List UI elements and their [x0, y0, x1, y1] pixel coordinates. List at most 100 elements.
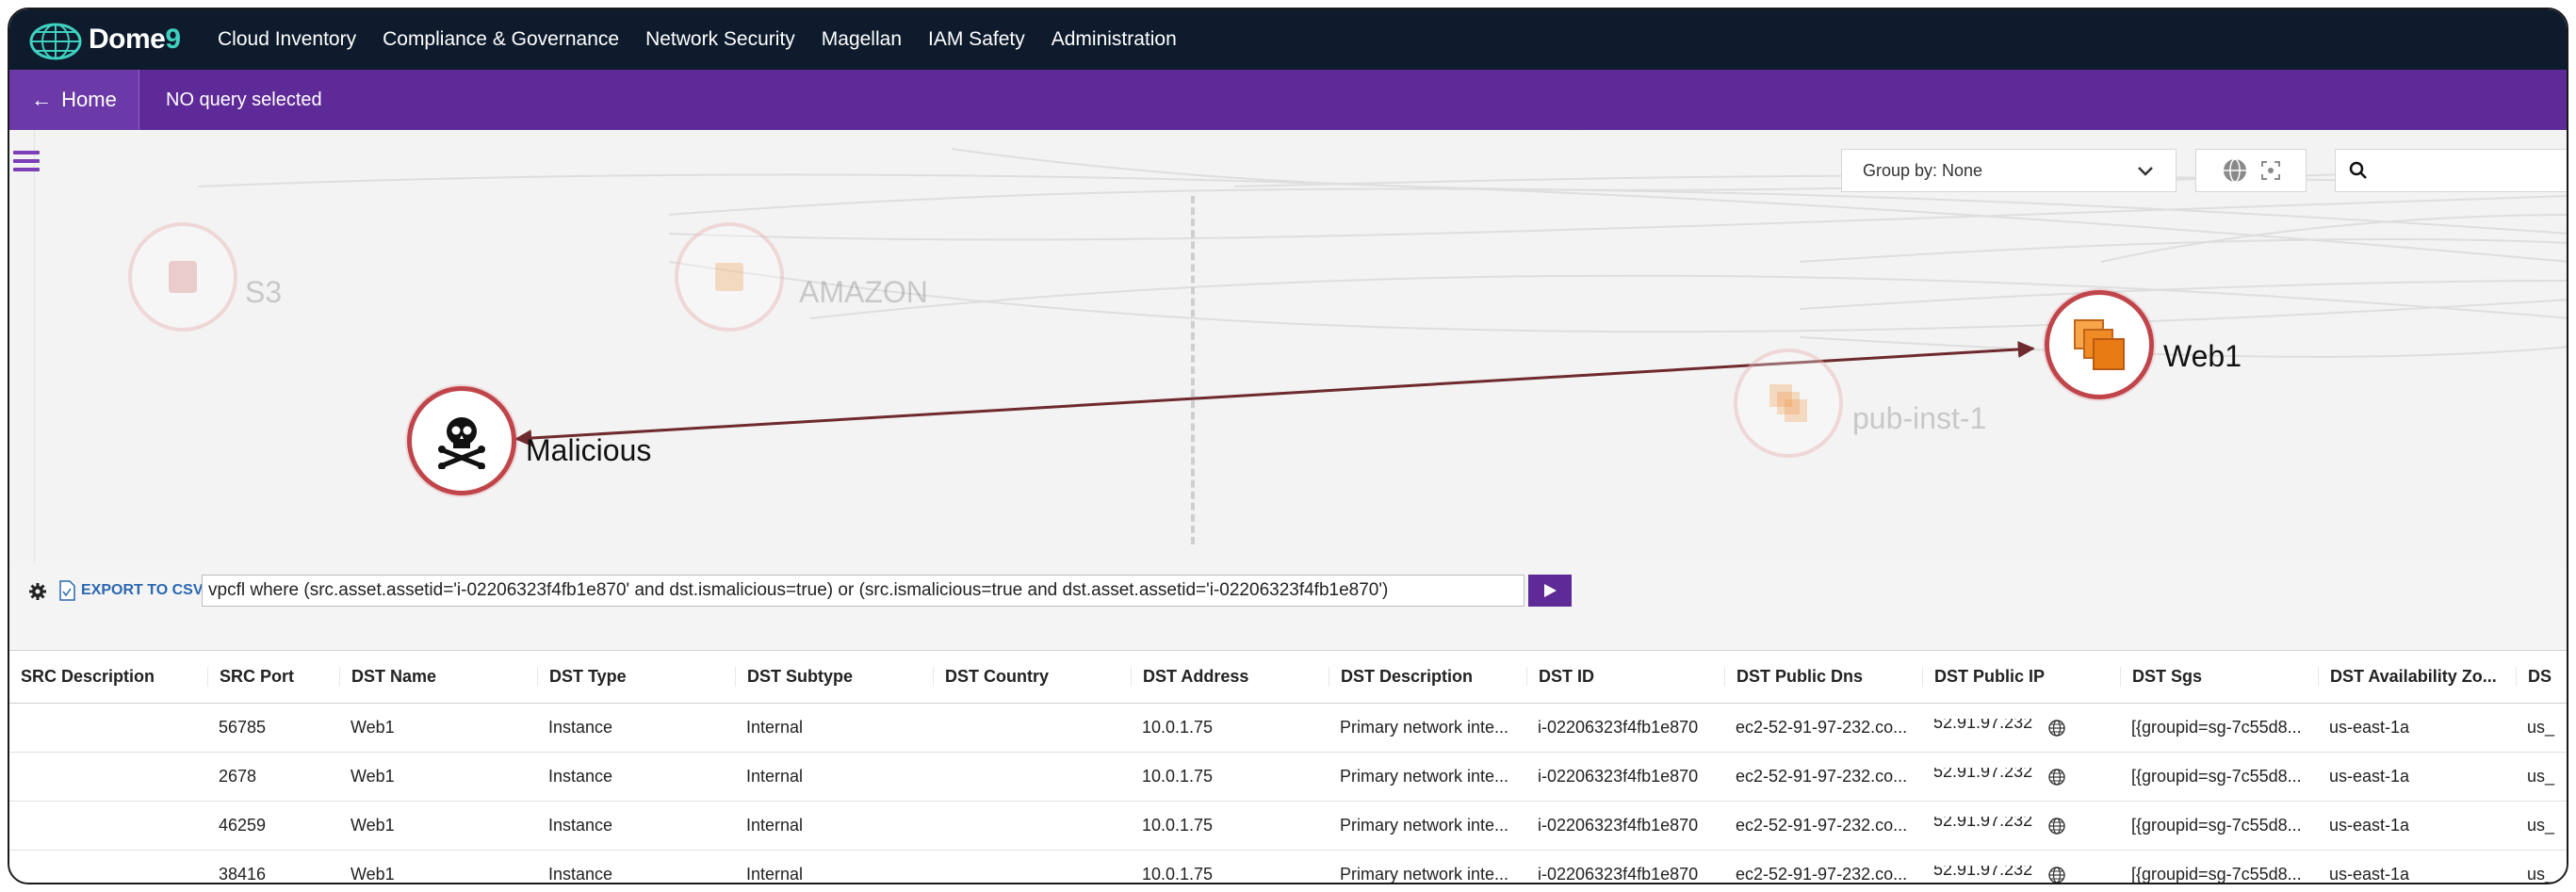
- search-icon: [2349, 161, 2367, 179]
- globe-icon[interactable]: [2047, 866, 2066, 884]
- table-header: SRC Description SRC Port DST Name DST Type D…: [9, 651, 2567, 704]
- table-cell: Web1: [351, 767, 395, 786]
- export-csv-button[interactable]: EXPORT TO CSV: [58, 580, 204, 601]
- table-cell: ec2-52-91-97-232.co...: [1736, 865, 1908, 884]
- zone-divider: [1191, 196, 1195, 544]
- table-cell: Internal: [746, 767, 804, 786]
- column-header[interactable]: DST Address: [1131, 667, 1329, 687]
- column-header[interactable]: DST Public Dns: [1724, 667, 1922, 687]
- nav-cloud-inventory[interactable]: Cloud Inventory: [218, 28, 357, 50]
- table-cell: [{groupid=sg-7c55d8...: [2131, 718, 2302, 737]
- globe-view-icon[interactable]: [2222, 157, 2248, 184]
- run-query-button[interactable]: [1528, 575, 1572, 607]
- group-by-select[interactable]: Group by: None: [1841, 149, 2177, 192]
- node-label: Malicious: [526, 433, 652, 467]
- gear-icon[interactable]: [28, 582, 47, 601]
- table-cell: Internal: [746, 865, 804, 884]
- column-header[interactable]: DST Sgs: [2120, 667, 2318, 687]
- table-cell: Primary network inte...: [1340, 718, 1509, 737]
- nav-network-security[interactable]: Network Security: [645, 28, 795, 50]
- graph-search: [2335, 149, 2567, 192]
- globe-logo-icon: [29, 23, 82, 60]
- table-row[interactable]: 38416 Web1 Instance Internal 10.0.1.75 Primar…: [9, 851, 2567, 884]
- column-header[interactable]: DST Description: [1329, 667, 1526, 687]
- fit-screen-icon[interactable]: [2260, 160, 2281, 181]
- table-cell: Primary network inte...: [1340, 865, 1509, 884]
- chevron-down-icon: [2138, 167, 2153, 176]
- public-ip-value: 52.91.97.232: [1933, 767, 2033, 782]
- graph-edges: [197, 130, 2567, 447]
- node-label: pub-inst-1: [1852, 401, 1987, 435]
- table-cell: ec2-52-91-97-232.co...: [1736, 767, 1908, 786]
- table-cell: Internal: [746, 718, 804, 737]
- table-cell: Web1: [351, 816, 395, 835]
- home-label: Home: [61, 88, 117, 111]
- menu-icon[interactable]: [13, 151, 40, 177]
- column-header[interactable]: DST ID: [1526, 667, 1724, 687]
- nav-menu: Cloud Inventory Compliance & Governance …: [218, 28, 1203, 51]
- table-cell: 56785: [219, 718, 267, 737]
- home-button[interactable]: ← Home: [9, 70, 139, 130]
- app-window: Dome9 Cloud Inventory Compliance & Gover…: [8, 8, 2568, 884]
- logo-nine: 9: [165, 24, 181, 55]
- nav-magellan[interactable]: Magellan: [821, 28, 903, 50]
- table-cell: i-02206323f4fb1e870: [1538, 816, 1699, 835]
- table-cell: 52.91.97.232: [1922, 768, 2120, 787]
- table-cell: 2678: [219, 767, 257, 786]
- table-cell: Instance: [548, 718, 613, 737]
- table-cell: us_: [2527, 718, 2555, 737]
- table-cell: 10.0.1.75: [1142, 718, 1214, 737]
- table-cell: Web1: [351, 865, 395, 884]
- play-icon: [1544, 584, 1557, 597]
- table-cell: 10.0.1.75: [1142, 767, 1214, 786]
- nav-administration[interactable]: Administration: [1051, 28, 1177, 50]
- globe-icon[interactable]: [2047, 817, 2066, 835]
- query-status: NO query selected: [166, 89, 322, 110]
- ec2-instance-icon: [2045, 290, 2154, 399]
- globe-icon[interactable]: [2047, 719, 2066, 738]
- column-header[interactable]: DST Subtype: [735, 667, 933, 687]
- network-graph[interactable]: S3 AMAZON pub-inst-1: [9, 130, 2567, 563]
- amazon-icon: [675, 222, 784, 332]
- s3-icon: [128, 222, 237, 332]
- globe-icon[interactable]: [2047, 768, 2066, 787]
- column-header[interactable]: DST Type: [537, 667, 735, 687]
- table-cell: Primary network inte...: [1340, 816, 1509, 835]
- query-input[interactable]: vpcfl where (src.asset.assetid='i-022063…: [202, 575, 1524, 607]
- graph-search-input[interactable]: [2377, 160, 2566, 181]
- table-cell: 46259: [219, 816, 267, 835]
- public-ip-value: 52.91.97.232: [1933, 865, 2033, 880]
- table-cell: us-east-1a: [2329, 865, 2410, 884]
- column-header[interactable]: DST Name: [339, 667, 537, 687]
- logo-word: Dome: [89, 24, 166, 55]
- table-cell: i-02206323f4fb1e870: [1538, 865, 1699, 884]
- table-cell: [{groupid=sg-7c55d8...: [2131, 865, 2302, 884]
- sidebar-divider: [34, 130, 35, 563]
- export-csv-label: EXPORT TO CSV: [81, 582, 204, 598]
- nav-iam-safety[interactable]: IAM Safety: [928, 28, 1025, 50]
- table-row[interactable]: 2678 Web1 Instance Internal 10.0.1.75 Primary…: [9, 753, 2567, 802]
- table-cell: 52.91.97.232: [1922, 719, 2120, 738]
- table-cell: ec2-52-91-97-232.co...: [1736, 718, 1908, 737]
- column-header[interactable]: DST Country: [933, 667, 1131, 687]
- query-bar: EXPORT TO CSV vpcfl where (src.asset.ass…: [9, 563, 2567, 650]
- skull-crossbones-icon: [407, 386, 516, 495]
- group-by-value: Group by: None: [1863, 160, 1983, 180]
- table-cell: i-02206323f4fb1e870: [1538, 767, 1699, 786]
- table-row[interactable]: 56785 Web1 Instance Internal 10.0.1.75 Primar…: [9, 704, 2567, 753]
- table-cell: Primary network inte...: [1340, 767, 1509, 786]
- view-toggle: [2195, 149, 2307, 192]
- column-header[interactable]: DS: [2516, 667, 2567, 687]
- table-cell: 52.91.97.232: [1922, 865, 2120, 884]
- column-header[interactable]: SRC Description: [21, 667, 155, 686]
- column-header[interactable]: DST Public IP: [1922, 667, 2120, 687]
- column-header[interactable]: SRC Port: [207, 667, 339, 687]
- column-header[interactable]: DST Availability Zo...: [2318, 667, 2516, 687]
- nav-compliance-governance[interactable]: Compliance & Governance: [383, 28, 620, 50]
- table-row[interactable]: 46259 Web1 Instance Internal 10.0.1.75 Primar…: [9, 802, 2567, 851]
- arrow-left-icon: ←: [31, 88, 53, 111]
- table-cell: [{groupid=sg-7c55d8...: [2131, 767, 2302, 786]
- top-nav: Dome9 Cloud Inventory Compliance & Gover…: [9, 9, 2567, 70]
- dome9-logo[interactable]: Dome9: [28, 13, 203, 66]
- logo-text: Dome9: [89, 24, 181, 56]
